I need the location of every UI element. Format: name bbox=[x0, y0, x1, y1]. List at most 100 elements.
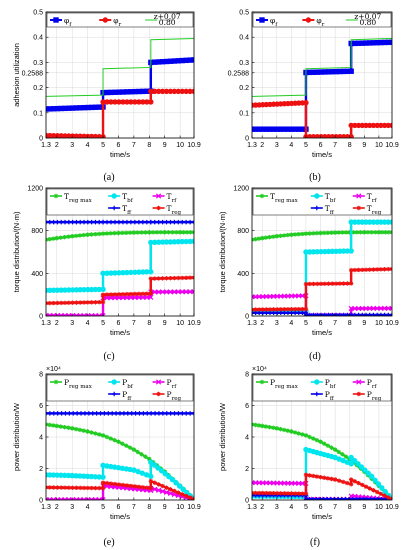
data-point bbox=[74, 300, 79, 305]
data-point bbox=[303, 491, 309, 496]
y-tick-label: 0.2 bbox=[239, 85, 249, 92]
data-point bbox=[367, 486, 372, 491]
x-tick-label: 2 bbox=[260, 142, 264, 149]
data-point bbox=[128, 294, 134, 301]
y-tick-label: 0 bbox=[39, 498, 43, 505]
data-point bbox=[352, 479, 358, 484]
panel-label: (c) bbox=[103, 351, 114, 362]
data-point bbox=[325, 476, 331, 481]
data-point bbox=[74, 411, 80, 416]
data-point bbox=[136, 294, 142, 301]
data-point bbox=[348, 461, 354, 467]
data-point bbox=[330, 281, 335, 286]
data-point bbox=[144, 294, 150, 301]
legend-swatch-marker bbox=[111, 193, 117, 199]
axes-frame bbox=[45, 187, 195, 317]
data-point bbox=[267, 234, 272, 240]
data-point bbox=[46, 497, 49, 500]
data-point bbox=[69, 312, 76, 316]
data-point bbox=[173, 480, 179, 486]
data-point bbox=[343, 454, 349, 459]
y-tick-label: 6 bbox=[39, 403, 43, 410]
data-point bbox=[132, 291, 138, 297]
data-point bbox=[285, 307, 291, 312]
x-tick-label: 10.9 bbox=[187, 504, 201, 511]
data-point bbox=[184, 230, 190, 235]
x-tick-label: 1.3 bbox=[41, 320, 51, 327]
data-point bbox=[345, 281, 350, 286]
data-point bbox=[129, 411, 134, 416]
legend-box bbox=[46, 12, 194, 28]
x-tick-label: 8 bbox=[348, 504, 352, 511]
data-point bbox=[148, 276, 154, 281]
legend-swatch-marker bbox=[156, 205, 161, 211]
data-point bbox=[140, 291, 146, 296]
data-point bbox=[135, 449, 140, 455]
data-point bbox=[132, 484, 138, 489]
data-point bbox=[162, 230, 167, 235]
data-point bbox=[329, 230, 334, 235]
y-tick-label: 8 bbox=[245, 372, 249, 379]
legend-swatch-marker bbox=[53, 379, 59, 385]
data-point bbox=[77, 427, 83, 433]
data-point bbox=[58, 235, 63, 240]
axes-frame bbox=[251, 187, 393, 317]
data-point bbox=[73, 426, 79, 432]
data-point bbox=[123, 230, 129, 235]
data-point bbox=[386, 312, 391, 316]
y-axis-label: torque distribution/(N·m) bbox=[12, 211, 21, 292]
x-axis-label: time/s bbox=[110, 512, 130, 521]
data-point bbox=[156, 487, 162, 493]
data-point bbox=[112, 292, 118, 297]
data-point bbox=[183, 275, 189, 280]
legend-label: φf bbox=[270, 16, 278, 28]
x-tick-label: 9 bbox=[362, 142, 366, 149]
data-point bbox=[62, 312, 68, 316]
data-point bbox=[300, 432, 305, 437]
data-point bbox=[78, 485, 83, 491]
data-point bbox=[318, 312, 324, 316]
data-point bbox=[70, 485, 75, 490]
data-point bbox=[332, 447, 338, 452]
data-point bbox=[73, 233, 79, 239]
data-point bbox=[100, 433, 106, 438]
data-point bbox=[188, 230, 193, 235]
data-point bbox=[140, 294, 146, 301]
data-point bbox=[67, 411, 72, 416]
y-tick-label: 8 bbox=[39, 372, 43, 379]
legend-swatch-marker bbox=[259, 17, 265, 23]
data-point bbox=[120, 482, 126, 488]
data-point bbox=[281, 233, 287, 238]
data-point bbox=[100, 231, 106, 236]
data-point bbox=[260, 235, 265, 241]
data-point bbox=[375, 481, 382, 487]
data-point bbox=[348, 267, 354, 273]
x-tick-label: 4 bbox=[289, 320, 293, 327]
data-point bbox=[164, 411, 169, 416]
data-point bbox=[148, 291, 154, 296]
data-point bbox=[333, 281, 339, 286]
data-point bbox=[187, 495, 193, 500]
data-point bbox=[159, 289, 166, 295]
legend-label: Preg max bbox=[64, 378, 93, 390]
data-point bbox=[171, 491, 178, 498]
axes-frame bbox=[45, 11, 195, 139]
data-point bbox=[274, 426, 279, 431]
data-point bbox=[321, 441, 327, 446]
data-point bbox=[85, 429, 90, 434]
x-tick-label: 7 bbox=[333, 142, 337, 149]
data-point bbox=[389, 305, 392, 311]
data-point bbox=[256, 423, 262, 428]
x-tick-label: 9 bbox=[163, 320, 167, 327]
data-point bbox=[191, 219, 194, 225]
data-point bbox=[168, 487, 173, 492]
data-point bbox=[108, 219, 114, 225]
data-point bbox=[191, 289, 194, 295]
data-point bbox=[51, 485, 56, 490]
data-point bbox=[112, 219, 118, 225]
data-point bbox=[98, 411, 103, 416]
data-point bbox=[102, 411, 107, 416]
data-point bbox=[292, 430, 298, 435]
y-tick-label: 0.5 bbox=[239, 10, 249, 17]
data-point bbox=[108, 481, 114, 486]
